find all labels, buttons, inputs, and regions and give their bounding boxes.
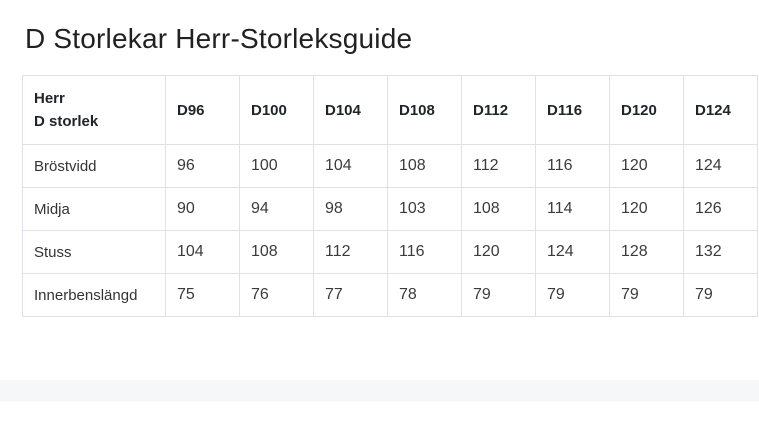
table-header-row: Herr D storlek D96 D100 D104 D108 D112 D…	[22, 75, 758, 146]
header-cell-d112: D112	[461, 75, 536, 146]
table-row-innerbenslangd: Innerbenslängd 75 76 77 78 79 79 79 79	[22, 273, 758, 318]
header-label-line1: Herr	[34, 90, 65, 108]
table-row-stuss: Stuss 104 108 112 116 120 124 128 132	[22, 230, 758, 275]
header-cell-d96: D96	[165, 75, 240, 146]
table-cell: 98	[313, 187, 388, 232]
page-title: D Storlekar Herr-Storleksguide	[25, 23, 413, 54]
row-label: Innerbenslängd	[22, 273, 166, 318]
table-cell: 128	[609, 230, 684, 275]
table-cell: 94	[239, 187, 314, 232]
table-cell: 78	[387, 273, 462, 318]
table-cell: 126	[683, 187, 758, 232]
table-cell: 108	[387, 144, 462, 189]
header-cell-d124: D124	[683, 75, 758, 146]
table-cell: 124	[535, 230, 610, 275]
table-cell: 120	[461, 230, 536, 275]
header-cell-size-label: Herr D storlek	[22, 75, 166, 146]
table-cell: 77	[313, 273, 388, 318]
table-cell: 124	[683, 144, 758, 189]
table-cell: 114	[535, 187, 610, 232]
table-cell: 132	[683, 230, 758, 275]
table-cell: 79	[461, 273, 536, 318]
table-cell: 108	[461, 187, 536, 232]
table-cell: 112	[313, 230, 388, 275]
table-cell: 79	[535, 273, 610, 318]
table-cell: 104	[165, 230, 240, 275]
row-label: Stuss	[22, 230, 166, 275]
table-cell: 103	[387, 187, 462, 232]
table-cell: 76	[239, 273, 314, 318]
size-table: Herr D storlek D96 D100 D104 D108 D112 D…	[22, 75, 758, 318]
table-cell: 108	[239, 230, 314, 275]
table-cell: 120	[609, 144, 684, 189]
table-cell: 75	[165, 273, 240, 318]
table-row-midja: Midja 90 94 98 103 108 114 120 126	[22, 187, 758, 232]
table-cell: 96	[165, 144, 240, 189]
header-cell-d100: D100	[239, 75, 314, 146]
table-cell: 116	[535, 144, 610, 189]
table-cell: 120	[609, 187, 684, 232]
header-cell-d120: D120	[609, 75, 684, 146]
table-cell: 90	[165, 187, 240, 232]
row-label: Midja	[22, 187, 166, 232]
table-row-brostvidd: Bröstvidd 96 100 104 108 112 116 120 124	[22, 144, 758, 189]
header-label-line2: D storlek	[34, 113, 99, 131]
header-cell-d108: D108	[387, 75, 462, 146]
header-cell-d116: D116	[535, 75, 610, 146]
table-cell: 104	[313, 144, 388, 189]
table-cell: 100	[239, 144, 314, 189]
row-label: Bröstvidd	[22, 144, 166, 189]
footer-band	[0, 380, 759, 402]
table-cell: 112	[461, 144, 536, 189]
table-cell: 116	[387, 230, 462, 275]
table-cell: 79	[609, 273, 684, 318]
header-cell-d104: D104	[313, 75, 388, 146]
table-cell: 79	[683, 273, 758, 318]
